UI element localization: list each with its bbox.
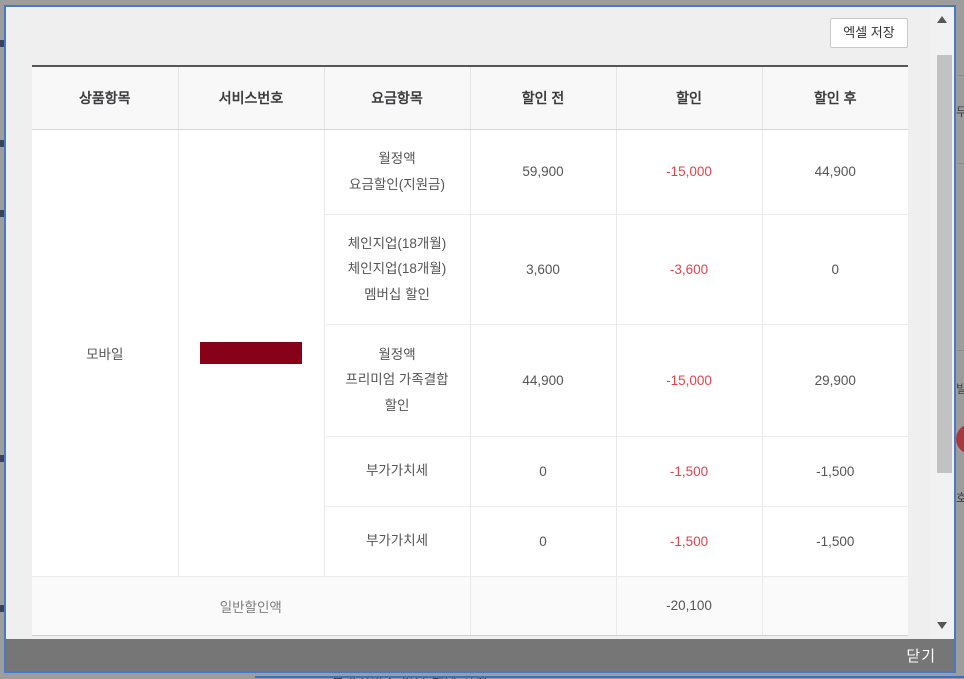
- discount-cell: -15,000: [615, 129, 762, 215]
- table-row: 부가가치세 0 -1,500 -1,500: [32, 436, 908, 507]
- header-discount: 할인: [615, 65, 762, 130]
- after-discount-cell: 44,900: [761, 129, 908, 215]
- header-fee-item: 요금항목: [323, 65, 470, 130]
- total-discount-amount: -20,100: [615, 576, 762, 636]
- discount-cell: -15,000: [615, 324, 762, 437]
- footer-after-cell: [761, 576, 908, 636]
- service-number-redaction: [200, 341, 302, 364]
- scroll-down-icon[interactable]: [934, 617, 950, 633]
- before-discount-cell: 44,900: [469, 324, 616, 437]
- after-discount-cell: 29,900: [761, 324, 908, 437]
- scrollbar-track[interactable]: [931, 7, 954, 639]
- background-text-fragment: [0, 140, 4, 147]
- background-divider: [255, 676, 964, 678]
- fee-item-cell: 부가가치세: [323, 506, 470, 577]
- table-row: 체인지업(18개월) 체인지업(18개월) 멤버십 할인 3,600 -3,60…: [32, 214, 908, 325]
- before-discount-cell: 0: [469, 506, 616, 577]
- scrollbar-thumb[interactable]: [937, 55, 952, 473]
- discount-cell: -3,600: [615, 214, 762, 325]
- discount-table: 상품항목 서비스번호 요금항목 할인 전 할인 할인 후 모바일 월정액 요금할…: [32, 65, 908, 636]
- background-red-badge: [956, 424, 964, 454]
- before-discount-cell: 3,600: [469, 214, 616, 325]
- close-button[interactable]: 닫기: [906, 645, 936, 666]
- background-text-fragment: 무: [956, 105, 964, 119]
- before-discount-cell: 59,900: [469, 129, 616, 215]
- table-footer-row: 일반할인액 -20,100: [32, 576, 908, 636]
- discount-cell: -1,500: [615, 436, 762, 507]
- fee-item-cell: 부가가치세: [323, 436, 470, 507]
- fee-item-cell: 월정액 프리미엄 가족결합 할인: [323, 324, 470, 437]
- discount-cell: -1,500: [615, 506, 762, 577]
- table-row: 모바일 월정액 요금할인(지원금) 59,900 -15,000 44,900: [32, 129, 908, 577]
- background-text-fragment: 빌: [956, 382, 964, 396]
- after-discount-cell: -1,500: [761, 436, 908, 507]
- before-discount-cell: 0: [469, 436, 616, 507]
- after-discount-cell: -1,500: [761, 506, 908, 577]
- product-item-cell: 모바일: [32, 129, 178, 577]
- discount-detail-modal: 엑셀 저장 상품항목 서비스번호 요금항목 할인 전 할인 할인 후 모바일: [4, 5, 956, 673]
- header-after-discount: 할인 후: [761, 65, 908, 130]
- background-text-fragment: [0, 40, 4, 47]
- background-divider: [957, 75, 964, 76]
- table-row: 월정액 프리미엄 가족결합 할인 44,900 -15,000 29,900: [32, 324, 908, 437]
- background-divider: [957, 350, 964, 351]
- table-header-row: 상품항목 서비스번호 요금항목 할인 전 할인 할인 후: [32, 65, 908, 130]
- background-text-fragment: [0, 455, 4, 462]
- header-product: 상품항목: [32, 65, 178, 130]
- background-text-fragment: 호: [956, 491, 964, 505]
- modal-footer-bar: 닫기: [6, 639, 954, 671]
- service-number-cell: [177, 129, 324, 577]
- background-text-fragment: [0, 605, 4, 612]
- footer-before-cell: [469, 576, 616, 636]
- background-divider: [957, 163, 964, 164]
- background-text-fragment: [0, 210, 4, 217]
- total-discount-label: 일반할인액: [32, 576, 470, 636]
- scroll-up-icon[interactable]: [934, 11, 950, 27]
- after-discount-cell: 0: [761, 214, 908, 325]
- header-before-discount: 할인 전: [469, 65, 616, 130]
- fee-item-cell: 월정액 요금할인(지원금): [323, 129, 470, 215]
- excel-save-button[interactable]: 엑셀 저장: [830, 18, 908, 48]
- fee-item-cell: 체인지업(18개월) 체인지업(18개월) 멤버십 할인: [323, 214, 470, 325]
- table-row: 부가가치세 0 -1,500 -1,500: [32, 506, 908, 577]
- header-service-number: 서비스번호: [177, 65, 324, 130]
